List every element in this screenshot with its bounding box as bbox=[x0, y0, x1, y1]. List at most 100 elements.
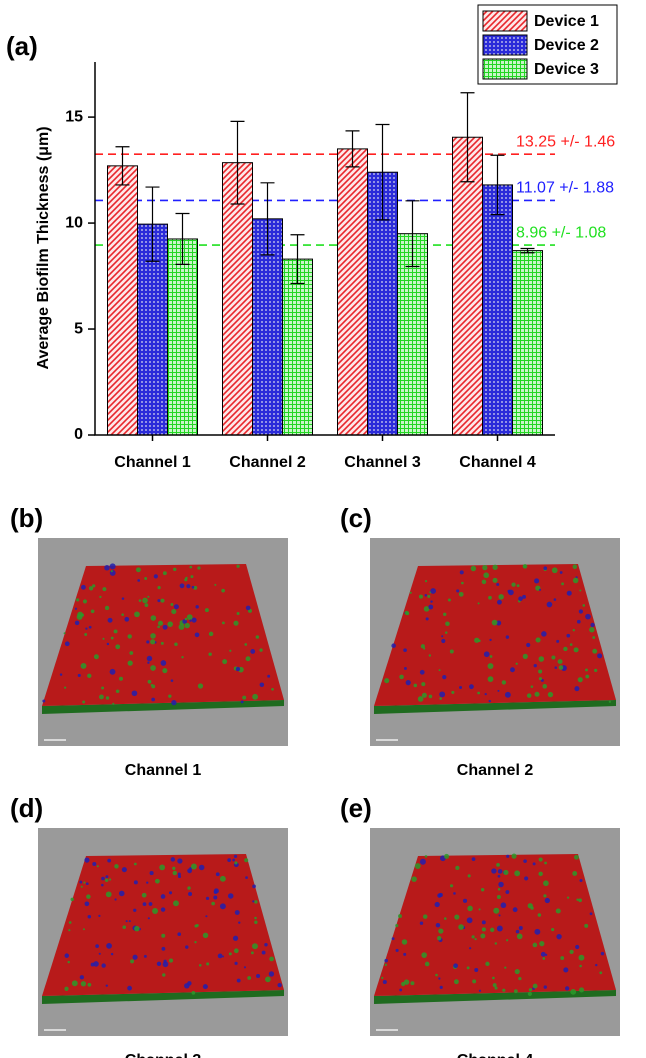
biofilm-speck bbox=[449, 649, 454, 654]
biofilm-speck bbox=[247, 976, 252, 980]
biofilm-speck bbox=[259, 648, 263, 652]
biofilm-speck bbox=[163, 959, 167, 963]
biofilm-speck bbox=[264, 943, 268, 947]
biofilm-speck bbox=[80, 981, 87, 987]
biofilm-speck bbox=[444, 631, 448, 634]
biofilm-speck bbox=[449, 884, 454, 888]
biofilm-speck bbox=[127, 660, 133, 666]
biofilm-side bbox=[42, 700, 284, 714]
biofilm-speck bbox=[485, 961, 490, 967]
biofilm-speck bbox=[496, 895, 501, 899]
biofilm-speck bbox=[68, 921, 72, 924]
biofilm-speck bbox=[177, 874, 182, 878]
biofilm-speck bbox=[515, 929, 520, 934]
biofilm-speck bbox=[77, 611, 84, 618]
biofilm-speck bbox=[134, 611, 140, 618]
biofilm-speck bbox=[441, 638, 446, 644]
biofilm-speck bbox=[534, 928, 541, 935]
biofilm-speck bbox=[82, 599, 88, 604]
biofilm-speck bbox=[221, 588, 225, 593]
biofilm-speck bbox=[533, 663, 537, 668]
biofilm-speck bbox=[150, 665, 156, 671]
biofilm-speck bbox=[516, 584, 520, 588]
biofilm-speck bbox=[570, 988, 577, 995]
biofilm-speck bbox=[575, 944, 580, 950]
biofilm-speck bbox=[477, 602, 480, 605]
biofilm-speck bbox=[129, 651, 134, 655]
biofilm-speck bbox=[186, 614, 193, 621]
biofilm-speck bbox=[492, 983, 497, 988]
image-caption: Channel 2 bbox=[457, 762, 534, 779]
biofilm-speck bbox=[470, 565, 477, 572]
biofilm-speck bbox=[551, 928, 555, 932]
biofilm-speck bbox=[84, 857, 90, 863]
biofilm-speck bbox=[184, 983, 190, 989]
biofilm-speck bbox=[148, 902, 153, 906]
biofilm-speck bbox=[527, 991, 532, 997]
biofilm-speck bbox=[79, 880, 83, 884]
biofilm-speck bbox=[391, 937, 395, 941]
biofilm-speck bbox=[131, 690, 138, 697]
biofilm-speck bbox=[456, 589, 460, 593]
biofilm-speck bbox=[171, 699, 177, 706]
biofilm-speck bbox=[487, 663, 494, 670]
error-bar bbox=[290, 234, 305, 285]
biofilm-speck bbox=[162, 668, 168, 674]
biofilm-speck bbox=[191, 617, 197, 623]
biofilm-speck bbox=[410, 981, 415, 986]
biofilm-speck bbox=[439, 697, 443, 700]
biofilm-speck bbox=[202, 932, 209, 939]
biofilm-speck bbox=[87, 982, 92, 987]
biofilm-speck bbox=[401, 939, 408, 945]
biofilm-speck bbox=[254, 920, 258, 924]
biofilm-speck bbox=[160, 660, 167, 666]
biofilm-speck bbox=[498, 914, 501, 917]
biofilm-speck bbox=[555, 908, 561, 914]
biofilm-speck bbox=[118, 890, 125, 897]
biofilm-speck bbox=[160, 907, 166, 912]
panel-label: (d) bbox=[10, 793, 43, 823]
biofilm-speck bbox=[582, 604, 586, 607]
bar bbox=[482, 184, 513, 436]
biofilm-speck bbox=[222, 955, 225, 958]
biofilm-speck bbox=[528, 988, 533, 992]
biofilm-speck bbox=[130, 959, 135, 964]
biofilm-speck bbox=[162, 961, 169, 968]
biofilm-speck bbox=[461, 581, 464, 585]
biofilm-speck bbox=[492, 564, 498, 570]
biofilm-speck bbox=[421, 692, 427, 698]
biofilm-speck bbox=[559, 571, 563, 574]
biofilm-speck bbox=[497, 888, 501, 891]
biofilm-speck bbox=[534, 691, 540, 697]
biofilm-speck bbox=[424, 580, 428, 583]
biofilm-speck bbox=[255, 635, 260, 639]
biofilm-speck bbox=[430, 600, 433, 603]
biofilm-speck bbox=[437, 936, 442, 941]
error-bar bbox=[460, 92, 475, 183]
biofilm-speck bbox=[481, 920, 486, 925]
biofilm-speck bbox=[88, 586, 94, 591]
biofilm-speck bbox=[542, 957, 546, 960]
biofilm-speck bbox=[95, 944, 99, 948]
biofilm-speck bbox=[423, 647, 426, 650]
biofilm-speck bbox=[543, 566, 548, 571]
biofilm-speck bbox=[532, 983, 538, 989]
biofilm-speck bbox=[115, 689, 120, 694]
biofilm-speck bbox=[243, 966, 246, 969]
biofilm-speck bbox=[579, 964, 582, 968]
biofilm-speck bbox=[466, 966, 470, 970]
biofilm-speck bbox=[494, 942, 498, 945]
biofilm-speck bbox=[514, 870, 521, 877]
biofilm-speck bbox=[151, 697, 155, 702]
biofilm-speck bbox=[574, 854, 579, 860]
biofilm-speck bbox=[124, 616, 130, 622]
biofilm-speck bbox=[228, 952, 232, 956]
error-bar bbox=[175, 212, 190, 265]
biofilm-speck bbox=[156, 961, 162, 966]
biofilm-speck bbox=[560, 956, 565, 960]
bar bbox=[512, 250, 543, 436]
biofilm-speck bbox=[600, 951, 605, 956]
biofilm-speck bbox=[238, 921, 241, 924]
biofilm-speck bbox=[535, 637, 541, 643]
biofilm-speck bbox=[576, 619, 581, 624]
